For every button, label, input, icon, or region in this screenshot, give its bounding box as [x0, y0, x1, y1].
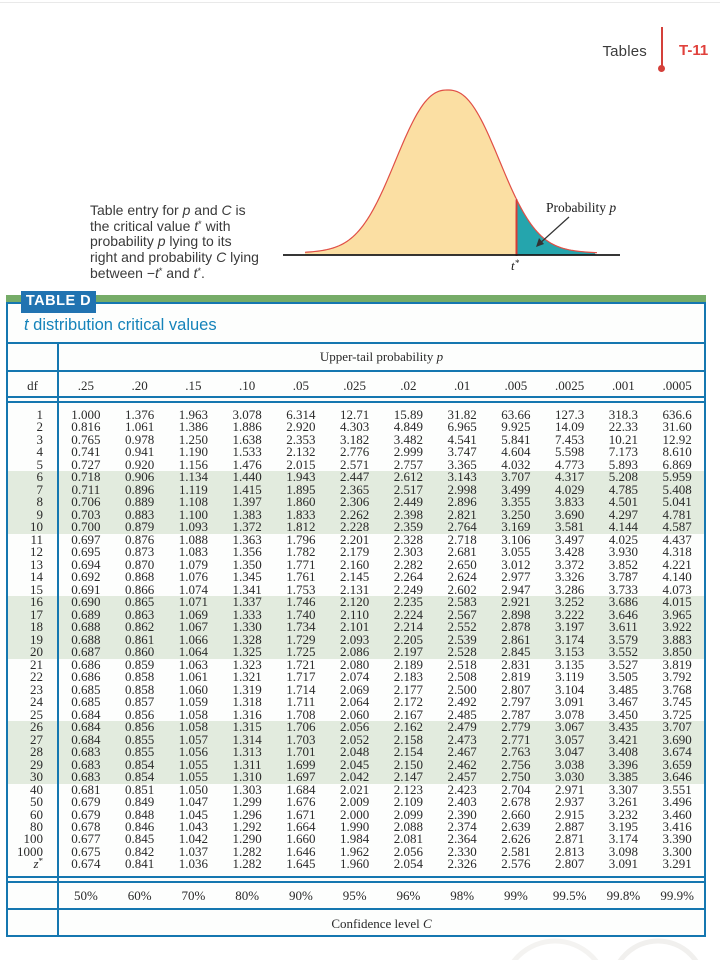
svg-text:Probability p: Probability p — [546, 200, 616, 215]
svg-text:t*: t* — [511, 258, 520, 273]
